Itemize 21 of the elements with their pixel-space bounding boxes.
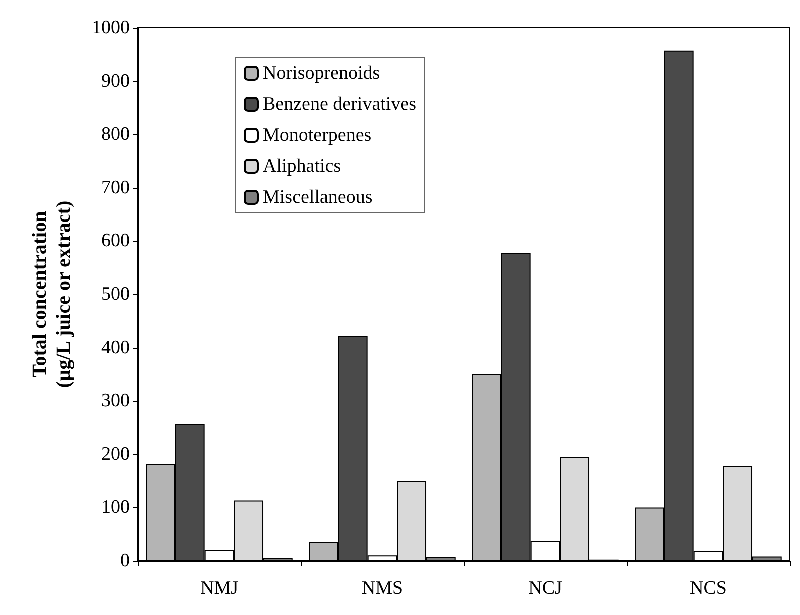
legend-label: Norisoprenoids	[263, 63, 380, 84]
y-tick-label: 600	[102, 230, 130, 252]
y-tick-label: 100	[102, 497, 130, 518]
x-tick-label: NMJ	[200, 578, 239, 599]
y-axis-title: Total concentration (µg/L juice or extract)	[29, 200, 75, 388]
y-tick-label: 900	[102, 70, 130, 92]
y-tick-label: 700	[102, 177, 130, 198]
x-tick-label: NCS	[690, 578, 727, 599]
legend-label: Miscellaneous	[263, 187, 373, 208]
legend-label: Aliphatics	[263, 156, 342, 177]
x-tick-label: NMS	[362, 578, 404, 599]
legend-label: Benzene derivatives	[263, 94, 417, 115]
y-tick-label: 500	[102, 284, 130, 305]
y-tick-label: 300	[102, 390, 130, 412]
x-tick-label: NCJ	[528, 578, 562, 599]
y-tick-label: 800	[102, 124, 130, 146]
y-tick-label: 400	[102, 337, 130, 358]
y-tick-label: 0	[120, 550, 130, 572]
legend-label: Monoterpenes	[263, 125, 372, 146]
y-tick-label: 200	[102, 444, 130, 465]
y-tick-label: 1000	[92, 18, 130, 38]
